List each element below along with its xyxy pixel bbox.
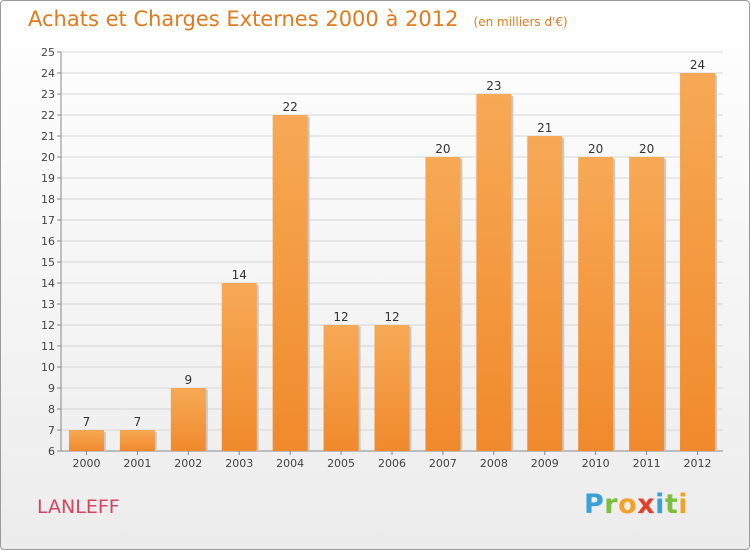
bar (680, 73, 716, 451)
labels: 7 2000 7 2001 9 2002 14 2003 22 2004 12 2005 12 2006 2… (72, 58, 711, 470)
y-tick-label: 11 (41, 340, 55, 353)
bars (68, 73, 718, 451)
bar-value-label: 7 (83, 415, 91, 429)
bar (476, 94, 512, 451)
bar (323, 325, 359, 451)
bar (68, 430, 104, 451)
x-tick-label: 2001 (123, 457, 151, 470)
y-tick-label: 14 (41, 277, 55, 290)
x-tick-label: 2004 (276, 457, 304, 470)
title-row: Achats et Charges Externes 2000 à 2012 (… (28, 7, 568, 31)
logo-letter: i (655, 489, 665, 520)
place-name: LANLEFF (37, 496, 120, 518)
bar-value-label: 23 (486, 79, 501, 93)
bar-value-label: 22 (283, 100, 298, 114)
bar-value-label: 12 (333, 310, 348, 324)
proxiti-logo: Proxiti (584, 489, 688, 520)
x-tick-label: 2010 (582, 457, 610, 470)
y-tick-label: 21 (41, 130, 55, 143)
y-tick-label: 22 (41, 109, 55, 122)
y-tick-label: 9 (48, 382, 55, 395)
x-tick-label: 2006 (378, 457, 406, 470)
logo-letter: x (637, 489, 656, 520)
bar (578, 157, 614, 451)
bar-value-label: 20 (639, 142, 654, 156)
bar-value-label: 20 (435, 142, 450, 156)
bar (272, 115, 308, 451)
y-tick-label: 16 (41, 235, 55, 248)
bar-value-label: 20 (588, 142, 603, 156)
x-tick-label: 2003 (225, 457, 253, 470)
bar (374, 325, 410, 451)
y-tick-label: 6 (48, 445, 55, 458)
logo-letter: o (618, 489, 638, 520)
bar (221, 283, 257, 451)
bar-value-label: 9 (184, 373, 192, 387)
y-tick-label: 25 (41, 46, 55, 59)
y-tick-label: 24 (41, 67, 55, 80)
y-tick-label: 17 (41, 214, 55, 227)
y-tick-label: 13 (41, 298, 55, 311)
x-tick-label: 2008 (480, 457, 508, 470)
x-tick-label: 2009 (531, 457, 559, 470)
y-tick-label: 18 (41, 193, 55, 206)
bar-value-label: 21 (537, 121, 552, 135)
y-tick-label: 20 (41, 151, 55, 164)
bar-value-label: 7 (134, 415, 142, 429)
bar (527, 136, 563, 451)
y-tick-label: 15 (41, 256, 55, 269)
chart-subtitle: (en milliers d'€) (473, 15, 568, 29)
y-tick-label: 19 (41, 172, 55, 185)
y-tick-label: 10 (41, 361, 55, 374)
bar (629, 157, 665, 451)
y-tick-label: 23 (41, 88, 55, 101)
x-tick-label: 2005 (327, 457, 355, 470)
logo-letter: i (678, 489, 689, 520)
logo-letter: r (604, 489, 619, 520)
y-tick-label: 7 (48, 424, 55, 437)
y-tick-label: 12 (41, 319, 55, 332)
logo-letter: P (584, 489, 605, 520)
bar (425, 157, 461, 451)
bar (119, 430, 155, 451)
x-tick-label: 2007 (429, 457, 457, 470)
y-tick-label: 8 (48, 403, 55, 416)
x-tick-label: 2011 (633, 457, 661, 470)
bar-value-label: 12 (384, 310, 399, 324)
x-tick-label: 2000 (72, 457, 100, 470)
bar (170, 388, 206, 451)
bar-value-label: 24 (690, 58, 705, 72)
x-tick-label: 2012 (684, 457, 712, 470)
x-tick-label: 2002 (174, 457, 202, 470)
chart-title: Achats et Charges Externes 2000 à 2012 (28, 7, 459, 31)
logo-letter: t (664, 489, 679, 520)
bar-value-label: 14 (232, 268, 247, 282)
